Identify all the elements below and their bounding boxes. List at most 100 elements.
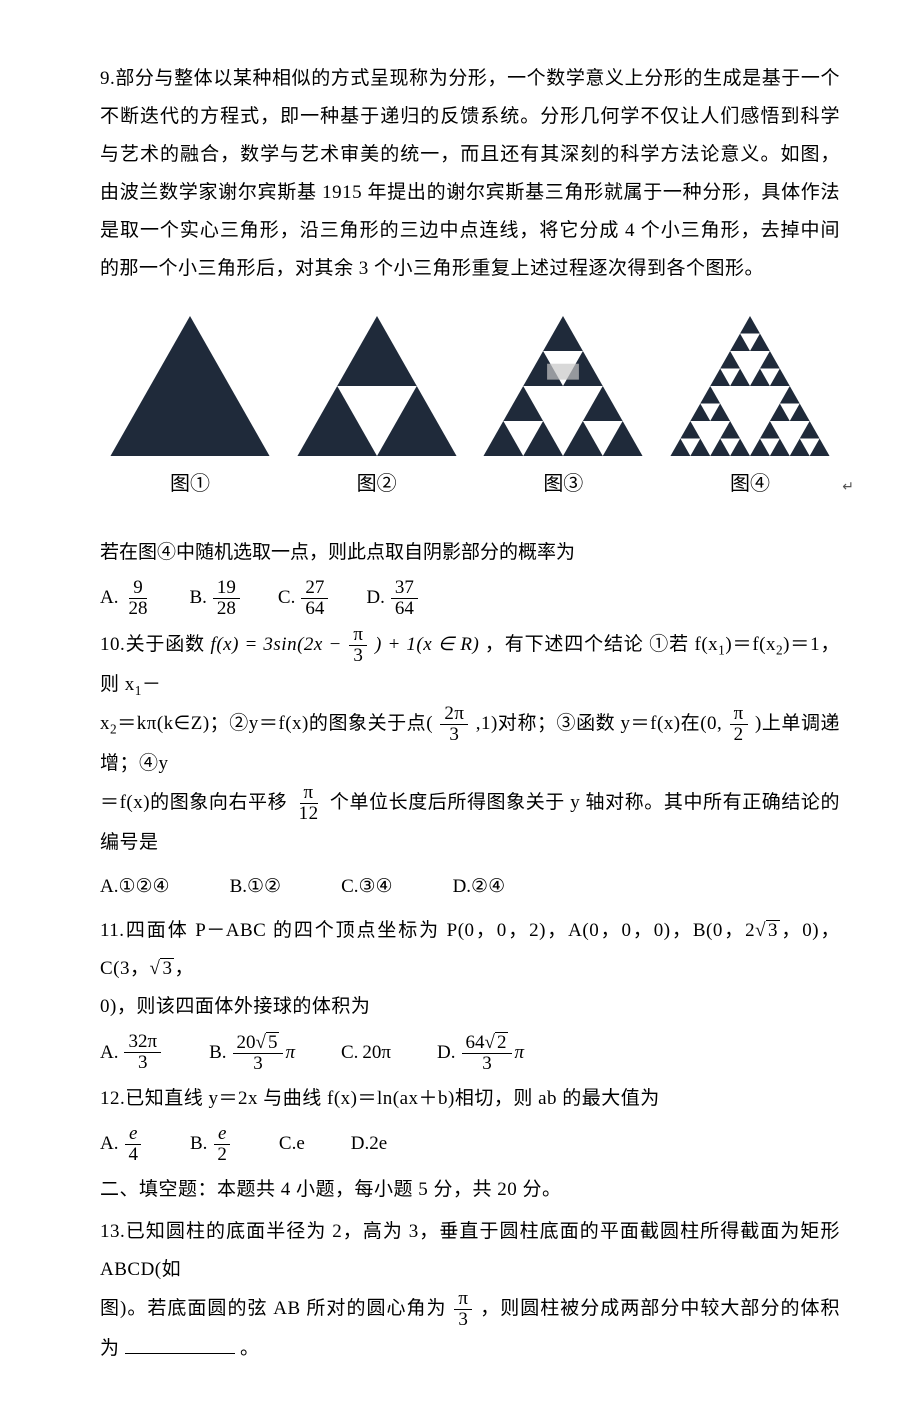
denominator: 3	[454, 1310, 472, 1330]
q11-line1: 11.四面体 P－ABC 的四个顶点坐标为 P(0，0，2)，A(0，0，0)，…	[100, 912, 840, 988]
option-label: A.	[100, 1125, 118, 1163]
q10-line1: 10.关于函数 f(x) = 3sin(2x − π 3 ) + 1(x ∈ R…	[100, 625, 840, 704]
q10-line2c: ,1)对称；③函数 y＝f(x)在(0,	[476, 713, 723, 734]
sierpinski-level-1-icon	[297, 316, 457, 456]
fig-label-1: 图①	[110, 464, 270, 504]
fraction: π 3	[349, 625, 367, 666]
numerator: π	[349, 625, 367, 646]
q10-option-d: D.②④	[453, 868, 506, 906]
denominator: 28	[213, 599, 240, 619]
figure-labels-row: 图① 图② 图③ 图④ ↵	[100, 464, 840, 504]
section2-header: 二、填空题：本题共 4 小题，每小题 5 分，共 20 分。	[100, 1171, 840, 1209]
q9-subquestion: 若在图④中随机选取一点，则此点取自阴影部分的概率为	[100, 534, 840, 572]
q11-option-a: A. 32π 3	[100, 1032, 163, 1074]
q10-option-c: C.③④	[341, 868, 393, 906]
sqrt-arg: 2	[495, 1032, 509, 1052]
fig-label-3: 图③	[483, 464, 643, 504]
denominator: 2	[730, 725, 748, 745]
q11-options: A. 32π 3 B. 20√5 3 π C. 20π D. 64√2 3 π	[100, 1032, 840, 1074]
q9-option-b: B. 19 28	[189, 578, 241, 619]
q12-option-d: D.2e	[351, 1124, 387, 1165]
denominator: 3	[249, 1054, 267, 1074]
figure-1	[110, 316, 270, 456]
numerator: e	[214, 1124, 230, 1145]
denominator: 3	[445, 725, 463, 745]
sqrt-arg: 3	[766, 920, 780, 940]
q9-option-c: C. 27 64	[278, 578, 330, 619]
denominator: 3	[349, 646, 367, 666]
q12-option-a: A. e 4	[100, 1124, 144, 1165]
fraction: 2π 3	[440, 704, 468, 745]
q11-text-a: 11.四面体 P－ABC 的四个顶点坐标为 P(0，0，2)，A(0，0，0)，…	[100, 920, 755, 941]
option-label: D.	[366, 579, 384, 617]
q10-mid1d: －	[142, 674, 162, 695]
numerator: e	[125, 1124, 141, 1145]
fraction: 27 64	[301, 578, 328, 619]
denominator: 3	[478, 1054, 496, 1074]
q12-text: 12.已知直线 y＝2x 与曲线 f(x)＝ln(ax＋b)相切，则 ab 的最…	[100, 1080, 840, 1118]
numerator: π	[730, 704, 748, 725]
numerator: π	[454, 1289, 472, 1310]
num-pre: 20	[237, 1032, 256, 1053]
fraction: 20√5 3	[233, 1032, 284, 1074]
q13-line1: 13.已知圆柱的底面半径为 2，高为 3，垂直于圆柱底面的平面截圆柱所得截面为矩…	[100, 1213, 840, 1289]
q9-text: 9.部分与整体以某种相似的方式呈现称为分形，一个数学意义上分形的生成是基于一个不…	[100, 60, 840, 288]
option-label: A.	[100, 579, 118, 617]
sierpinski-figures	[100, 316, 840, 456]
subscript: 1	[135, 683, 142, 698]
q13-text-b: 图)。若底面圆的弦 AB 所对的圆心角为	[100, 1297, 447, 1318]
fig-label-4: 图④	[670, 464, 830, 504]
q11-line2: 0)，则该四面体外接球的体积为	[100, 988, 840, 1026]
num-pre: 64	[466, 1032, 485, 1053]
fraction: 37 64	[391, 578, 418, 619]
q13-punct: 。	[240, 1338, 260, 1359]
denominator: 2	[213, 1145, 231, 1165]
option-text: 20π	[362, 1034, 391, 1072]
denominator: 4	[124, 1145, 142, 1165]
fraction: 32π 3	[124, 1032, 161, 1073]
denominator: 3	[134, 1053, 152, 1073]
q11-option-d: D. 64√2 3 π	[437, 1032, 524, 1074]
sierpinski-level-3-icon	[670, 316, 830, 456]
q9-options: A. 9 28 B. 19 28 C. 27 64 D. 37 64	[100, 578, 840, 619]
sqrt-icon: √	[755, 920, 766, 941]
fraction: 64√2 3	[462, 1032, 513, 1074]
fill-blank	[125, 1335, 235, 1354]
q10-option-b: B.①②	[230, 868, 282, 906]
q10-mid1b: )＝f(x	[725, 634, 776, 655]
numerator: 20√5	[233, 1032, 284, 1054]
sqrt-icon: √	[485, 1032, 495, 1053]
q10-options: A.①②④ B.①② C.③④ D.②④	[100, 868, 840, 906]
option-label: C.	[341, 1034, 358, 1072]
numerator: 37	[391, 578, 418, 599]
numerator: 64√2	[462, 1032, 513, 1054]
sierpinski-level-0-icon	[110, 316, 270, 456]
q11-option-c: C. 20π	[341, 1032, 391, 1074]
q10-line2: x 2 ＝kπ(k∈Z)；②y＝f(x)的图象关于点( 2π 3 ,1)对称；③函数…	[100, 704, 840, 783]
q10-prefix: 10.关于函数	[100, 634, 211, 655]
num-text: 32π	[128, 1031, 157, 1052]
q10-func-b: ) + 1(x ∈ R)	[375, 634, 479, 655]
option-label: D.	[437, 1034, 455, 1072]
figure-2	[297, 316, 457, 456]
numerator: 9	[129, 578, 147, 599]
q10-line2b: ＝kπ(k∈Z)；②y＝f(x)的图象关于点(	[117, 713, 433, 734]
option-label: B.	[190, 1125, 207, 1163]
q12-option-b: B. e 2	[190, 1124, 233, 1165]
q13-line2: 图)。若底面圆的弦 AB 所对的圆心角为 π 3 ，则圆柱被分成两部分中较大部分…	[100, 1289, 840, 1368]
numerator: 2π	[440, 704, 468, 725]
q9-option-d: D. 37 64	[366, 578, 419, 619]
q11-option-b: B. 20√5 3 π	[209, 1032, 295, 1074]
fraction: π 12	[295, 783, 323, 824]
q10-line2a: x	[100, 713, 110, 734]
q10-mid1: ，有下述四个结论 ①若 f(x	[485, 634, 718, 655]
q10-line3a: ＝f(x)的图象向右平移	[100, 792, 287, 813]
figure-4	[670, 316, 830, 456]
numerator: π	[300, 783, 318, 804]
q11-text-c: ，	[174, 958, 194, 979]
figure-3	[483, 316, 643, 456]
line-break-icon: ↵	[842, 474, 854, 502]
denominator: 12	[295, 804, 323, 824]
denominator: 64	[301, 599, 328, 619]
fraction: 19 28	[213, 578, 240, 619]
